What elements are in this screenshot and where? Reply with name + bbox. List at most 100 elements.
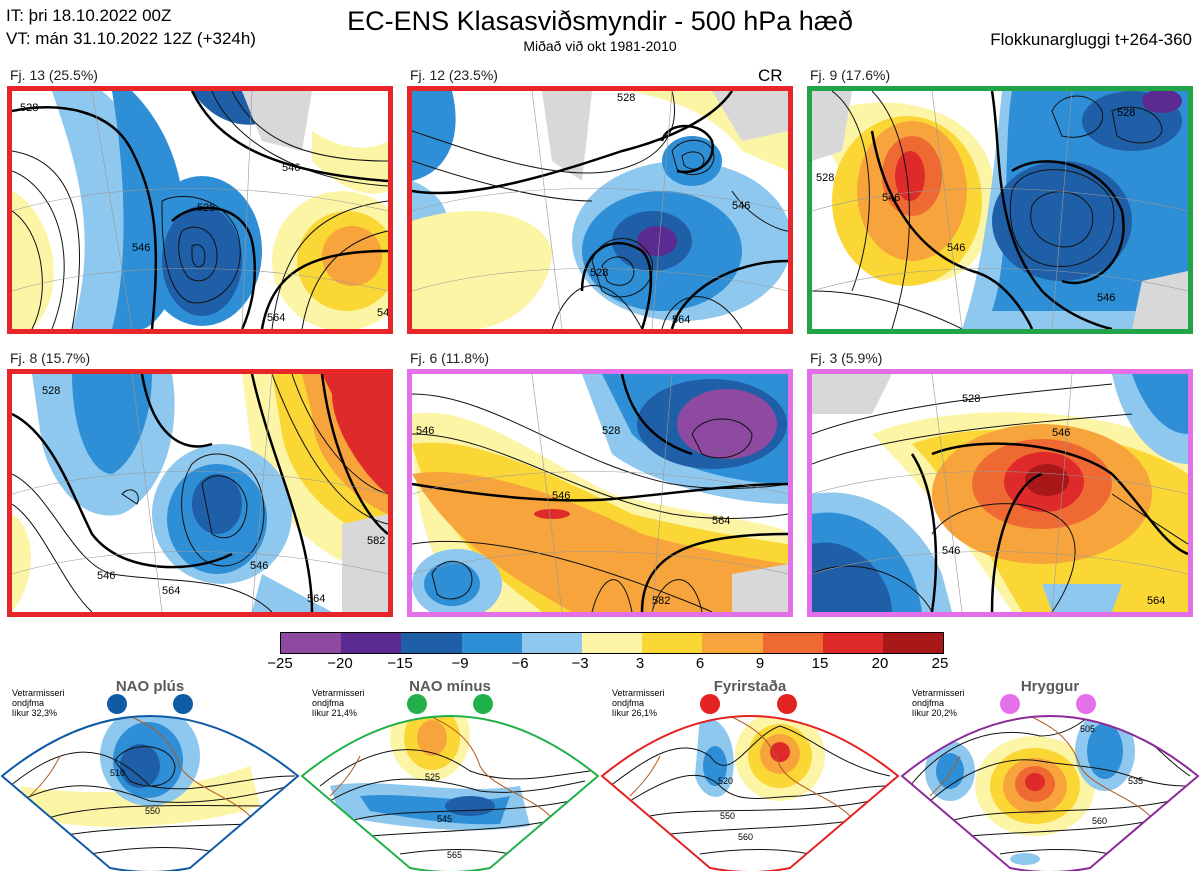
regime-contour-label: 545 [437,814,452,824]
contour-label: 546 [416,425,434,437]
map-panel-4: 528 546 564 546 564 582 [7,369,393,617]
colorbar-tick: 25 [931,655,949,672]
contour-label: 564 [672,314,690,326]
contour-label: 528 [20,102,38,114]
regime-dot [700,694,720,714]
map-panel-6: 528 546 546 564 [807,369,1193,617]
colorbar-tick: −3 [571,655,589,672]
classification-window: Flokkunargluggi t+264-360 [990,30,1192,49]
contour-label: 564 [1147,595,1165,607]
regime-dot [107,694,127,714]
panel-1-label: Fj. 13 (25.5%) [10,67,98,83]
contour-label: 528 [816,172,834,184]
contour-label: 546 [282,162,300,174]
panel-2-cr-tag: CR [758,66,783,85]
map-panel-3: 528 546 546 546 528 [807,86,1193,334]
contour-label: 546 [552,490,570,502]
regime-dot [777,694,797,714]
regime-note: Vetrarmisseri ondjfma líkur 32,3% [12,688,65,718]
regime-blocking: 520 550 560 Fyrirstaða Vetrarmisseri ondj… [600,676,900,871]
map-panel-5: 546 546 528 564 582 [407,369,793,617]
regime-contour-label: 525 [425,772,440,782]
init-time: IT: þri 18.10.2022 00Z [6,6,172,25]
colorbar-tick: −25 [267,655,293,672]
regime-contour-label: 560 [1092,816,1107,826]
regime-dot [1000,694,1020,714]
regime-note: Vetrarmisseri ondjfma líkur 26,1% [612,688,665,718]
regime-contour-label: 535 [1128,776,1143,786]
panel-5-label: Fj. 6 (11.8%) [410,350,490,366]
colorbar-swatch [281,633,342,653]
contour-label: 546 [377,307,388,319]
regime-contour-label: 505 [1080,724,1095,734]
regime-title: Hryggur [1020,678,1080,695]
header-times: IT: þri 18.10.2022 00Z VT: mán 31.10.202… [6,4,256,50]
regime-title: NAO plús [115,678,185,695]
regime-note: Vetrarmisseri ondjfma líkur 20,2% [912,688,965,718]
contour-label: 546 [1097,292,1115,304]
colorbar-tick: 6 [695,655,705,672]
colorbar-swatch [882,633,944,653]
page-subtitle: Miðað við okt 1981-2010 [523,38,677,54]
regime-dot [473,694,493,714]
regime-dot [407,694,427,714]
contour-label: 564 [712,515,730,527]
contour-label: 582 [652,595,670,607]
contour-label: 582 [367,535,385,547]
contour-label: 528 [1117,107,1135,119]
regime-nao-plus: 510 550 NAO plús Vetrarmisseri ondjfma lík… [0,676,300,871]
colorbar-swatch [401,633,462,653]
regime-note: Vetrarmisseri ondjfma líkur 21,4% [312,688,365,718]
panel-4-label: Fj. 8 (15.7%) [10,350,91,366]
colorbar-tick: −6 [511,655,529,672]
regime-contour-label: 510 [110,768,125,778]
colorbar-tick: −15 [387,655,413,672]
regime-dot [173,694,193,714]
map-panel-1: 528 546 528 546 564 546 [7,86,393,334]
contour-label: 546 [132,242,150,254]
contour-label: 546 [882,192,900,204]
colorbar-swatch [521,633,582,653]
regime-contour-label: 520 [718,776,733,786]
contour-label: 528 [617,92,635,104]
regime-ridge: 505 535 560 Hryggur Vetrarmisseri ondjfma… [900,676,1200,871]
contour-label: 546 [1052,427,1070,439]
panel-6-label: Fj. 3 (5.9%) [810,350,883,366]
contour-label: 546 [732,200,750,212]
regime-title: NAO mínus [409,678,491,695]
contour-label: 564 [267,312,285,324]
colorbar-tick: −20 [327,655,353,672]
valid-time: VT: mán 31.10.2022 12Z (+324h) [6,29,256,48]
contour-label: 546 [250,560,268,572]
regime-contour-label: 560 [738,832,753,842]
colorbar-tick: 3 [635,655,645,672]
contour-label: 528 [197,202,215,214]
regime-title: Fyrirstaða [713,678,787,695]
regime-dot [1076,694,1096,714]
colorbar-swatch [341,633,402,653]
colorbar-tick: 15 [811,655,829,672]
regime-nao-minus: 525 545 565 NAO mínus Vetrarmisseri ondjf… [300,676,600,871]
regime-contour-label: 565 [447,850,462,860]
colorbar-swatch [581,633,643,653]
colorbar-swatch [642,633,703,653]
contour-label: 528 [962,393,980,405]
regime-contour-label: 550 [145,806,160,816]
contour-label: 546 [947,242,965,254]
colorbar-swatch [461,633,522,653]
colorbar-tick: −9 [451,655,469,672]
colorbar-tick: 20 [871,655,889,672]
page-title: EC-ENS Klasasviðsmyndir - 500 hPa hæð [347,6,853,36]
colorbar-swatch [702,633,763,653]
contour-label: 546 [942,545,960,557]
anomaly-colorbar [280,632,944,654]
contour-label: 546 [97,570,115,582]
colorbar-tick: 9 [755,655,765,672]
contour-label: 528 [590,267,608,279]
colorbar-swatch [762,633,823,653]
colorbar-swatch [822,633,883,653]
panel-3-label: Fj. 9 (17.6%) [810,67,891,83]
contour-label: 564 [162,585,180,597]
panel-2-label: Fj. 12 (23.5%) [410,67,498,83]
contour-label: 528 [602,425,620,437]
